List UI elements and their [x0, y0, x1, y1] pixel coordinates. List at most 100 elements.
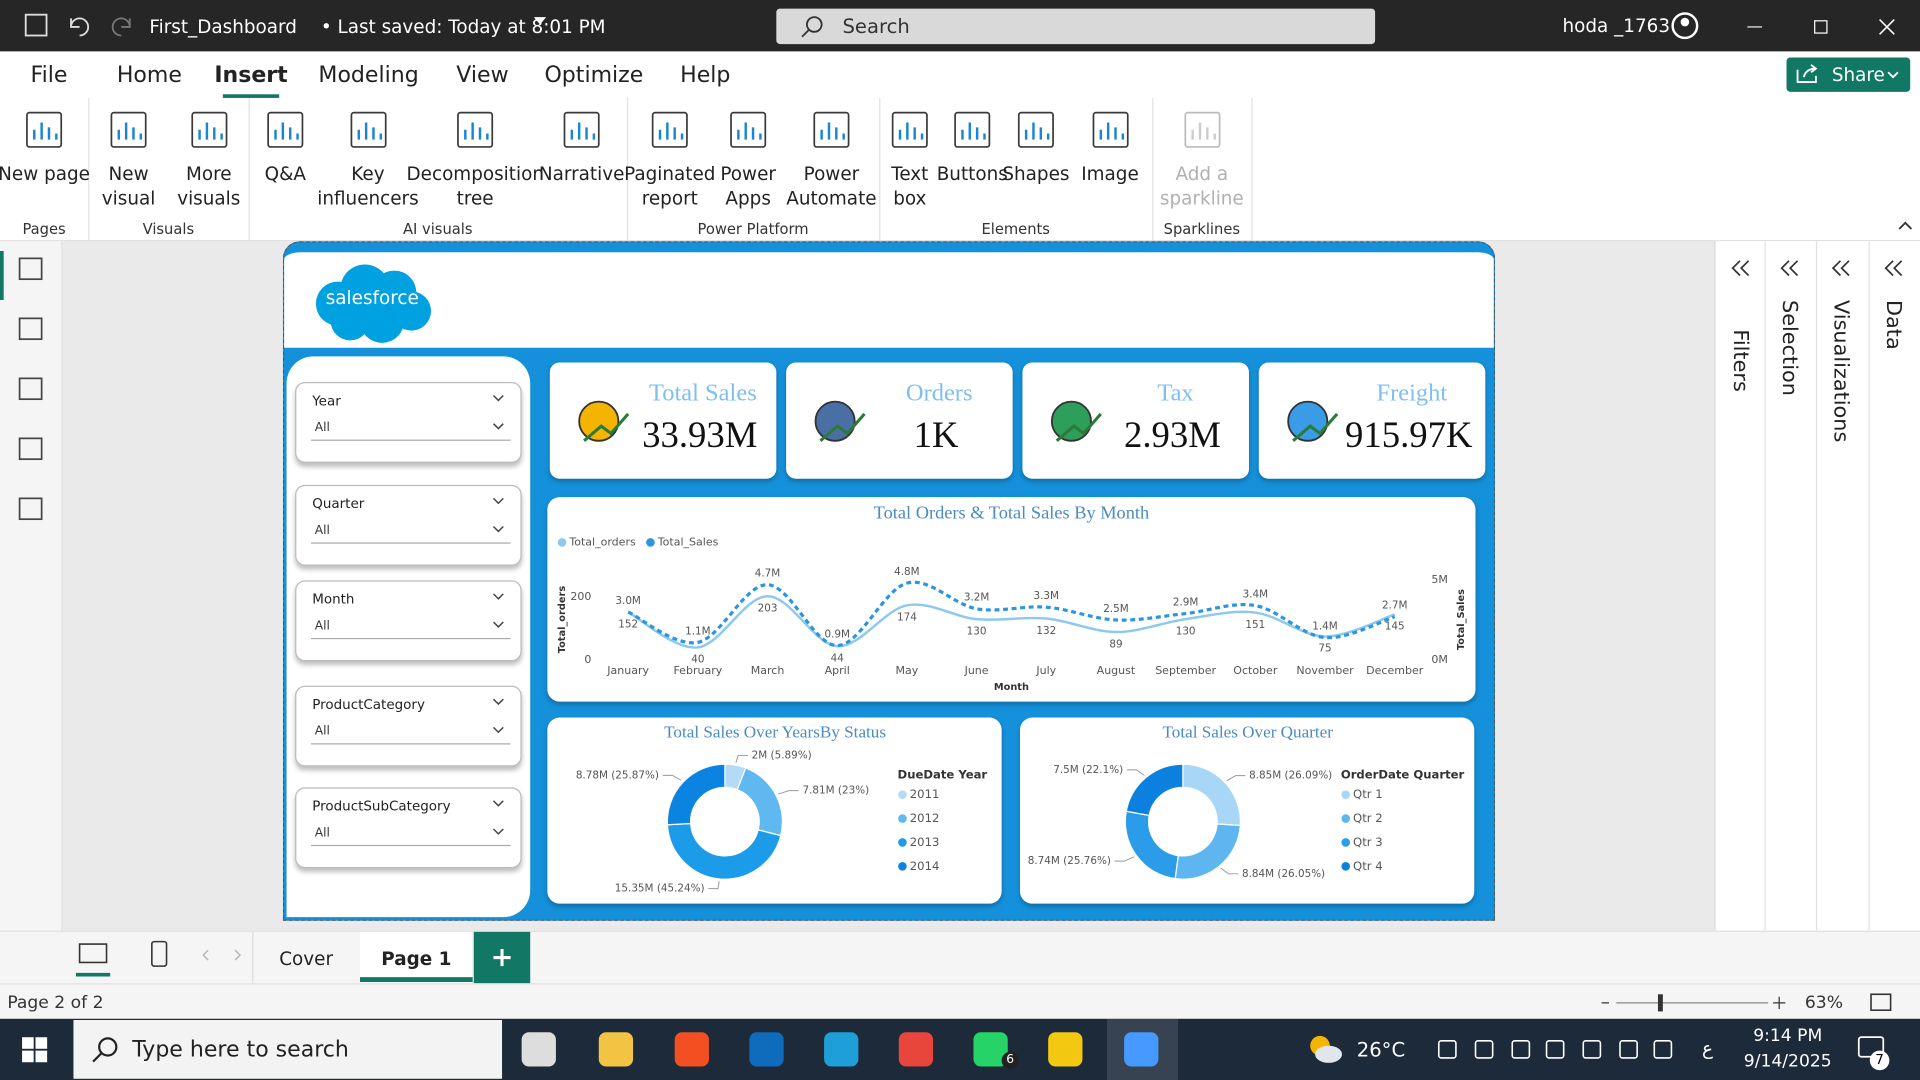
search-placeholder: Type here to search [132, 1037, 349, 1063]
pane-tab[interactable]: Data [1869, 241, 1920, 930]
ribbon-button[interactable]: Text box [879, 105, 940, 215]
legend-title: DueDate Year [898, 768, 988, 782]
search-box[interactable]: Search [776, 8, 1376, 45]
share-label: Share [1831, 63, 1885, 86]
close [1879, 19, 1895, 35]
whatsapp-icon [973, 1032, 1008, 1067]
slicer[interactable]: ProductCategory All [295, 685, 522, 767]
add-page-button[interactable] [473, 931, 531, 985]
icon-detail [1098, 122, 1124, 140]
data-label: 75 [1318, 643, 1331, 655]
slicer[interactable]: Month All [295, 580, 522, 662]
onedrive-icon [1511, 1040, 1531, 1059]
ribbon-button[interactable]: Power Apps [713, 105, 784, 215]
slicer-underline [311, 844, 511, 847]
legend-dot [557, 538, 567, 547]
donut-chart-card: Total Sales Over Quarter 8.85M (26.09%) 8.… [1020, 717, 1475, 904]
slicer-underline [311, 743, 511, 745]
ribbon-button[interactable]: Key influencers [317, 105, 419, 215]
fit-page [1870, 993, 1892, 1011]
data-label: 89 [1109, 638, 1122, 650]
ribbon-icon [651, 111, 688, 148]
slicer-chevrons [492, 593, 504, 628]
chevron [1831, 260, 1850, 277]
share-caret [1887, 71, 1899, 79]
menu-tab[interactable]: File [30, 62, 68, 89]
start-button [22, 1037, 48, 1063]
ribbon-button[interactable]: Q&A [249, 105, 322, 215]
ribbon-group-label: Pages [22, 220, 66, 238]
menu-tab[interactable]: Optimize [544, 62, 644, 89]
scroll-arrows [202, 949, 242, 961]
x-tick-label: October [1233, 664, 1278, 677]
menu-tab[interactable]: Home [116, 62, 182, 89]
menu-tab[interactable]: Modeling [318, 62, 419, 89]
ribbon-icon [1183, 111, 1220, 148]
ribbon-button[interactable]: Narrative [536, 105, 627, 215]
menu-tab[interactable]: Insert [214, 62, 288, 89]
ribbon-button[interactable]: Paginated report [624, 105, 715, 215]
logo-cloud [360, 298, 405, 343]
icon-frame [813, 111, 850, 148]
legend-title: OrderDate Quarter [1341, 768, 1465, 782]
ribbon-button[interactable]: More visuals [169, 105, 249, 215]
legend-dot [1341, 862, 1350, 871]
share-icons [1796, 64, 1899, 83]
ribbon: Pages New page Visuals New visual More visua… [0, 97, 1920, 242]
legend-dot [898, 838, 907, 847]
slicer-label: ProductSubCategory [312, 798, 451, 815]
table-view [18, 317, 43, 341]
page-tab[interactable]: Page 1 [360, 931, 474, 985]
share-button[interactable]: Share [1786, 57, 1911, 92]
ribbon-group: Visuals New visual More visuals [88, 97, 250, 240]
icon-detail [737, 122, 762, 140]
ribbon-icon [190, 111, 227, 148]
slicer-label: Year [312, 393, 341, 409]
legend-dot [1341, 790, 1350, 799]
page-tabs: Cover Page 1 [0, 930, 1920, 985]
ribbon-group-label: AI visuals [402, 220, 473, 238]
menu-tab[interactable]: View [456, 62, 509, 89]
icon-detail [1292, 412, 1339, 442]
slicer-label: Quarter [312, 495, 365, 512]
ribbon-button[interactable]: Shapes [1002, 105, 1069, 215]
ribbon-button[interactable]: Image [1068, 105, 1152, 215]
volume-icon [1653, 1040, 1673, 1059]
pane-tab[interactable]: Filters [1716, 241, 1766, 931]
ribbon-button[interactable]: Buttons [937, 105, 1008, 215]
page-tab[interactable]: Cover [252, 931, 362, 985]
icon-frame [110, 111, 147, 148]
taskbar-search[interactable]: Type here to search [73, 1020, 503, 1079]
ribbon-group-label: Power Platform [697, 220, 809, 238]
slicer[interactable]: Quarter All [295, 484, 522, 566]
report-page: salesforce Year All Quarter All Month All Produ… [282, 241, 1496, 921]
ribbon-button-label: Q&A [264, 162, 306, 185]
redo-icon [111, 17, 131, 37]
menu-tab[interactable]: Help [680, 62, 731, 89]
kpi-label: Total Sales [648, 379, 757, 407]
y2-axis-title: Total_Sales [1456, 589, 1467, 650]
handle [92, 1052, 103, 1063]
x-tick-label: March [751, 664, 785, 677]
chevron-icon [1437, 1040, 1457, 1059]
lens [806, 16, 823, 33]
task-view-icon [521, 1032, 556, 1067]
slicer[interactable]: Year All [295, 382, 522, 463]
windows-logo [22, 1037, 34, 1049]
ribbon-button[interactable]: Power Automate [784, 105, 880, 215]
ribbon-button-label: Shapes [1002, 162, 1070, 185]
chevron-up [1898, 221, 1913, 230]
pane-tab[interactable]: Visualizations [1816, 241, 1870, 931]
pane-tab[interactable]: Selection [1764, 241, 1818, 931]
ribbon-icon [457, 111, 494, 148]
slicer[interactable]: ProductSubCategory All [295, 787, 522, 869]
icon-detail [820, 122, 845, 140]
x-tick-label: November [1296, 664, 1354, 677]
page-tab-label: Page 1 [381, 947, 452, 970]
usb-icon [1545, 1040, 1565, 1059]
ribbon-button[interactable]: New visual [88, 105, 169, 215]
ribbon-button[interactable]: New page [0, 105, 90, 215]
icon-detail [583, 412, 630, 442]
ribbon-button[interactable]: Decomposition tree [407, 105, 544, 215]
report-view [18, 257, 43, 281]
